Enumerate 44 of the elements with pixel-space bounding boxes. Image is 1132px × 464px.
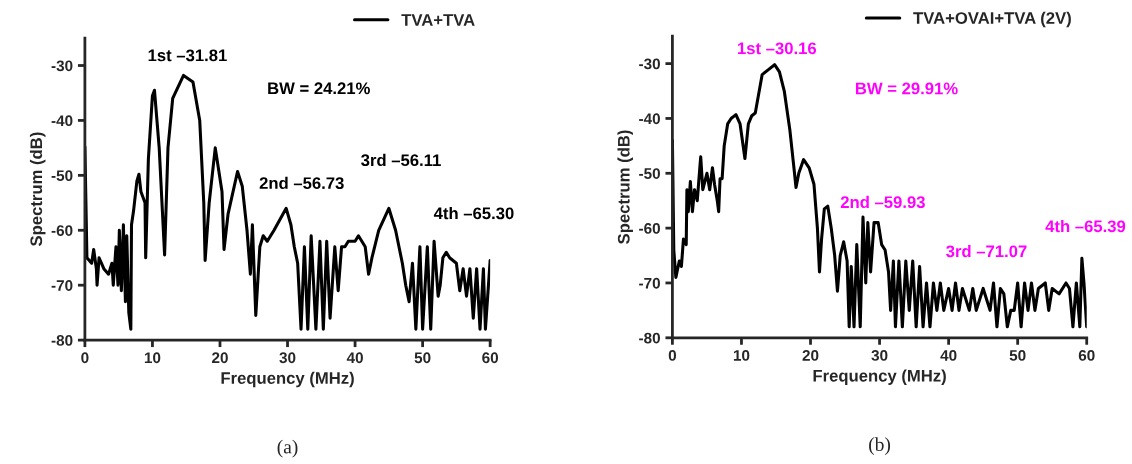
x-tick-label: 30 xyxy=(871,350,888,361)
y-tick-label: -80 xyxy=(639,332,660,344)
x-tick-label: 60 xyxy=(482,352,499,364)
y-tick-label: -50 xyxy=(639,168,660,179)
x-tick-label: 60 xyxy=(1078,350,1095,361)
legend-label: TVA+OVAI+TVA (2V) xyxy=(913,11,1071,28)
text: (a) xyxy=(277,439,298,458)
annotation: BW = 29.91% xyxy=(855,82,958,95)
x-tick-label: 20 xyxy=(802,350,819,361)
x-tick-label: 40 xyxy=(346,352,363,364)
y-tick-label: -30 xyxy=(639,58,660,70)
annotation: 2nd –59.93 xyxy=(840,195,925,209)
y-axis-title: Spectrum (dB) xyxy=(29,132,46,247)
annotation: 1st –30.16 xyxy=(738,42,817,55)
x-tick-label: 0 xyxy=(81,352,89,364)
text: (b) xyxy=(869,437,891,455)
y-tick-label: -60 xyxy=(51,225,73,236)
x-tick-label: 10 xyxy=(733,350,750,361)
y-tick-label: -60 xyxy=(639,222,660,234)
y-tick-label: -50 xyxy=(51,170,73,182)
x-axis-title: Frequency (MHz) xyxy=(221,371,354,388)
annotation: 2nd –56.73 xyxy=(259,176,344,190)
x-tick-label: 10 xyxy=(144,352,161,364)
x-tick-label: 30 xyxy=(279,352,296,364)
x-tick-label: 20 xyxy=(212,352,228,364)
y-tick-label: -30 xyxy=(51,60,73,72)
y-tick-label: -40 xyxy=(639,113,660,125)
annotation: 4th –65.30 xyxy=(433,206,514,220)
x-tick-label: 50 xyxy=(414,352,431,364)
legend-label: TVA+TVA xyxy=(401,14,475,26)
x-tick-label: 50 xyxy=(1009,350,1026,361)
annotation: 3rd –71.07 xyxy=(946,244,1027,258)
x-tick-label: 40 xyxy=(940,350,957,361)
y-tick-label: -80 xyxy=(51,334,73,346)
annotation: BW = 24.21% xyxy=(268,82,370,95)
annotation: 1st –31.81 xyxy=(148,49,227,62)
x-axis-title: Frequency (MHz) xyxy=(813,369,946,385)
annotation: 3rd –56.11 xyxy=(361,153,441,167)
y-tick-label: -40 xyxy=(51,115,73,127)
y-axis-title: Spectrum (dB) xyxy=(617,130,633,244)
x-tick-label: 0 xyxy=(668,350,677,361)
y-tick-label: -70 xyxy=(639,277,660,289)
y-tick-label: -70 xyxy=(51,280,73,291)
annotation: 4th –65.39 xyxy=(1045,219,1126,233)
